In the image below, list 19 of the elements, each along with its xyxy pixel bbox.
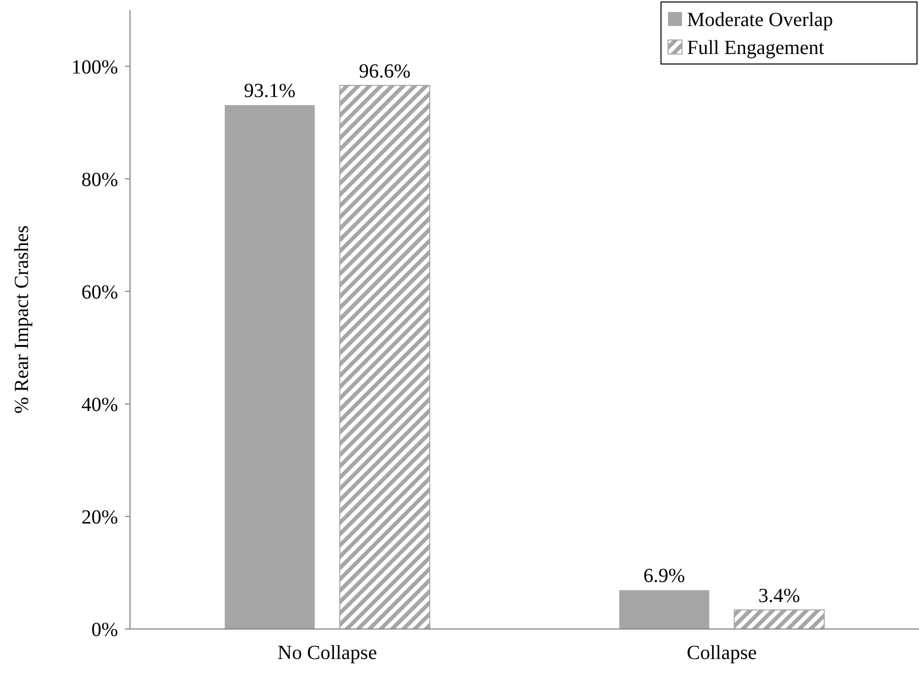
x-tick-label: No Collapse xyxy=(278,642,378,664)
legend-label: Moderate Overlap xyxy=(687,9,834,31)
bar xyxy=(339,84,430,630)
bar xyxy=(619,590,710,629)
bar xyxy=(734,609,825,630)
data-label: 93.1% xyxy=(244,80,296,102)
y-tick-label: 20% xyxy=(81,506,118,528)
data-label: 3.4% xyxy=(758,584,800,607)
y-tick-label: 100% xyxy=(71,56,118,78)
legend-label: Full Engagement xyxy=(687,37,825,59)
y-tick-label: 0% xyxy=(91,619,118,641)
data-label: 96.6% xyxy=(358,60,411,82)
data-label: 6.9% xyxy=(643,565,686,588)
x-tick-label: Collapse xyxy=(686,642,757,664)
y-tick-label: 40% xyxy=(81,394,118,416)
y-tick-label: 80% xyxy=(81,168,118,191)
bar xyxy=(224,105,315,629)
y-axis-title: % Rear Impact Crashes xyxy=(11,225,33,414)
y-tick-label: 60% xyxy=(81,281,118,304)
